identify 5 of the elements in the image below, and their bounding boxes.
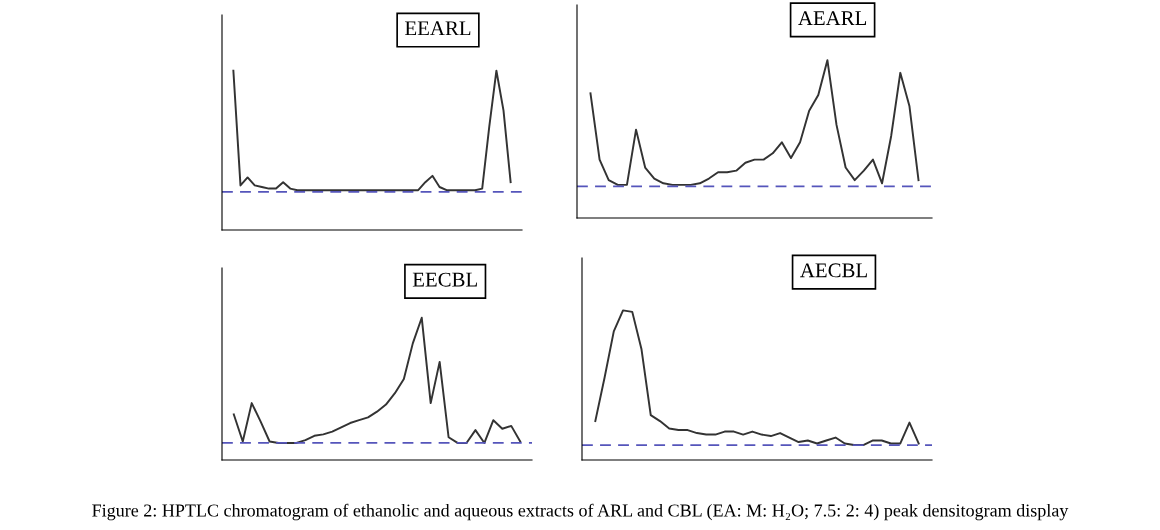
chart-title: AEARL (798, 11, 867, 25)
chart-title: AECBL (800, 263, 867, 278)
chart-title: EECBL (412, 272, 477, 287)
caption: Figure 2: HPTLC chromatogram of ethanolic and aqueous extracts of ARL and CBL (EA: M: H₂O; 7.5: 2: 4) peak densitogram display (92, 503, 1069, 521)
chart-title: EEARL (405, 21, 471, 36)
